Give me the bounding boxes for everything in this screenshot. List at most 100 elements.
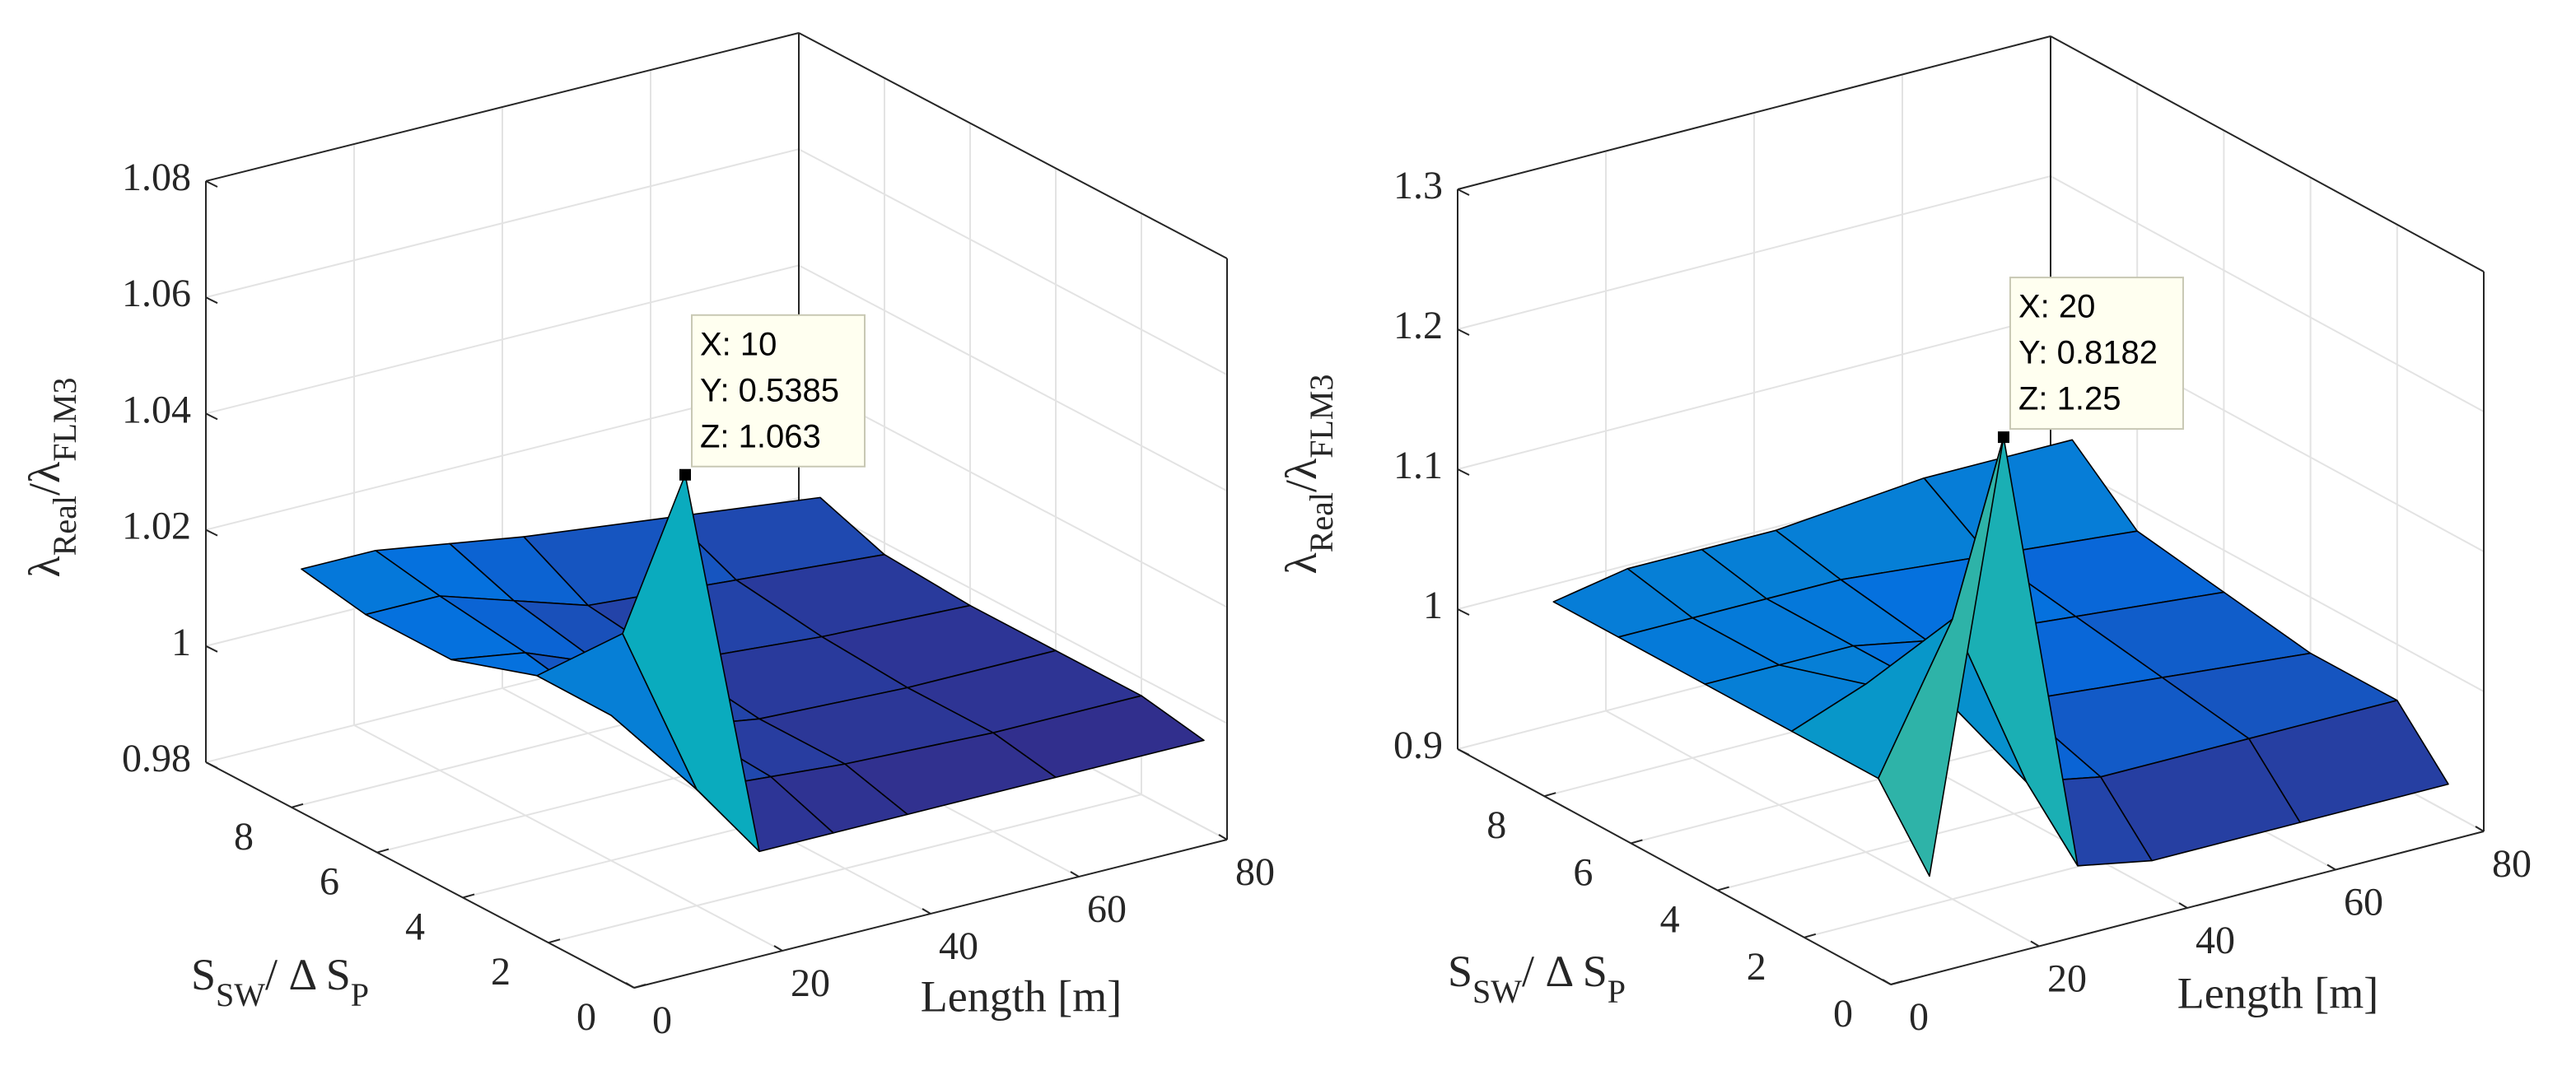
- y-axis-label: SSW/ Δ SP: [1448, 947, 1626, 1009]
- x-tick-label: 60: [1087, 887, 1127, 931]
- tick-mark: [2178, 902, 2188, 909]
- grid-line: [798, 380, 1228, 608]
- datatip-marker: [1997, 431, 2009, 444]
- datatip-marker: [679, 468, 691, 481]
- x-tick-label: 80: [2492, 842, 2532, 886]
- y-axis-label-part: / Δ S: [265, 950, 351, 999]
- y-tick-label: 6: [1573, 850, 1593, 894]
- tick-mark: [1631, 839, 1643, 845]
- axis-line: [205, 761, 635, 989]
- datatip-box: [2009, 277, 2184, 431]
- tick-mark: [205, 761, 218, 769]
- z-tick-label: 1: [1423, 584, 1443, 627]
- tick-mark: [633, 984, 646, 989]
- z-axis-label-part: FLM3: [1303, 375, 1340, 459]
- y-tick-label: 6: [320, 860, 339, 904]
- y-axis-label-part: SW: [1472, 973, 1522, 1010]
- z-tick-label: 1.1: [1393, 444, 1443, 487]
- x-tick-label: 40: [2196, 919, 2235, 962]
- x-tick-label: 20: [791, 961, 830, 1005]
- datatip-line: Y: 0.5385: [700, 372, 839, 408]
- surface-patch: [622, 473, 760, 853]
- x-tick-label: 40: [939, 924, 978, 968]
- z-axis-label-part: /λ: [20, 462, 69, 496]
- tick-mark: [625, 982, 635, 989]
- tick-mark: [1457, 328, 1470, 336]
- tick-mark: [205, 528, 218, 537]
- tick-mark: [1890, 980, 1903, 985]
- y-axis-label-part: S: [1448, 947, 1472, 996]
- z-tick-label: 1.06: [122, 272, 191, 315]
- y-tick-label: 0: [1833, 992, 1853, 1036]
- grid-line: [798, 264, 1228, 492]
- z-axis-label-part: Real: [46, 496, 83, 556]
- z-axis-label-part: FLM3: [46, 378, 83, 462]
- grid-line: [2050, 175, 2485, 412]
- tick-mark: [1717, 886, 1729, 891]
- z-tick-label: 1.02: [122, 505, 191, 548]
- y-tick-label: 8: [234, 815, 254, 859]
- grid-line: [1605, 710, 2040, 947]
- axis-line: [1457, 35, 2051, 190]
- x-tick-label: 0: [1909, 995, 1929, 1039]
- z-axis-label: λReal/λFLM3: [1276, 375, 1339, 575]
- tick-mark: [205, 296, 218, 305]
- z-tick-label: 1.08: [122, 156, 191, 199]
- z-axis-label: λReal/λFLM3: [20, 378, 82, 578]
- datatip-line: Z: 1.063: [700, 418, 821, 454]
- tick-mark: [1457, 189, 1470, 196]
- tick-mark: [205, 645, 218, 653]
- tick-mark: [1070, 871, 1080, 877]
- tick-mark: [2326, 864, 2336, 871]
- z-tick-label: 1.3: [1393, 164, 1443, 207]
- tick-mark: [1457, 748, 1470, 756]
- surface-chart: 0.911.11.21.302468020406080λReal/λFLM3SS…: [1276, 35, 2532, 1039]
- z-tick-label: 0.98: [122, 737, 191, 780]
- tick-mark: [773, 945, 783, 952]
- z-axis-label-part: Real: [1303, 492, 1340, 552]
- z-tick-label: 0.9: [1393, 724, 1443, 767]
- tick-mark: [291, 803, 304, 808]
- datatip-line: Y: 0.8182: [2018, 335, 2158, 371]
- y-tick-label: 8: [1486, 803, 1506, 847]
- datatip-line: X: 10: [700, 326, 777, 362]
- tick-mark: [376, 848, 390, 854]
- y-axis-label-part: P: [1608, 973, 1626, 1010]
- z-axis-label-part: λ: [1276, 552, 1326, 574]
- datatip-line: Z: 1.25: [2018, 381, 2121, 417]
- grid-line: [2050, 455, 2485, 692]
- y-tick-label: 2: [491, 950, 511, 994]
- tick-mark: [1543, 792, 1556, 798]
- y-axis-label-part: SW: [216, 976, 265, 1013]
- x-tick-label: 80: [1235, 850, 1275, 894]
- axis-line: [798, 32, 1228, 259]
- z-axis-label-part: /λ: [1276, 459, 1326, 492]
- x-tick-label: 20: [2047, 957, 2087, 1001]
- surface-patch: [1878, 436, 2004, 877]
- tick-mark: [1882, 979, 1892, 985]
- axis-line: [1457, 748, 1892, 985]
- axis-line: [2050, 35, 2485, 272]
- y-axis-label-part: S: [191, 950, 216, 999]
- x-tick-label: 60: [2344, 881, 2383, 924]
- x-axis-label: Length [m]: [921, 971, 1122, 1021]
- y-axis-label: SSW/ Δ SP: [191, 950, 369, 1012]
- z-tick-label: 1.2: [1393, 304, 1443, 347]
- tick-mark: [922, 908, 931, 915]
- y-axis-label-part: / Δ S: [1522, 947, 1608, 996]
- surface-chart: 0.9811.021.041.061.0802468020406080λReal…: [20, 32, 1275, 1042]
- y-tick-label: 2: [1747, 945, 1766, 989]
- tick-mark: [548, 938, 561, 944]
- z-tick-label: 1: [171, 621, 191, 664]
- y-axis-label-part: P: [351, 976, 369, 1013]
- z-axis-label-part: λ: [20, 556, 69, 577]
- y-tick-label: 4: [405, 905, 425, 948]
- tick-mark: [1804, 933, 1817, 938]
- datatip-box: [690, 314, 866, 468]
- x-axis-label: Length [m]: [2177, 968, 2378, 1017]
- datatip-line: X: 20: [2018, 289, 2095, 325]
- tick-mark: [2475, 826, 2485, 832]
- tick-mark: [205, 180, 218, 188]
- y-tick-label: 4: [1660, 898, 1680, 942]
